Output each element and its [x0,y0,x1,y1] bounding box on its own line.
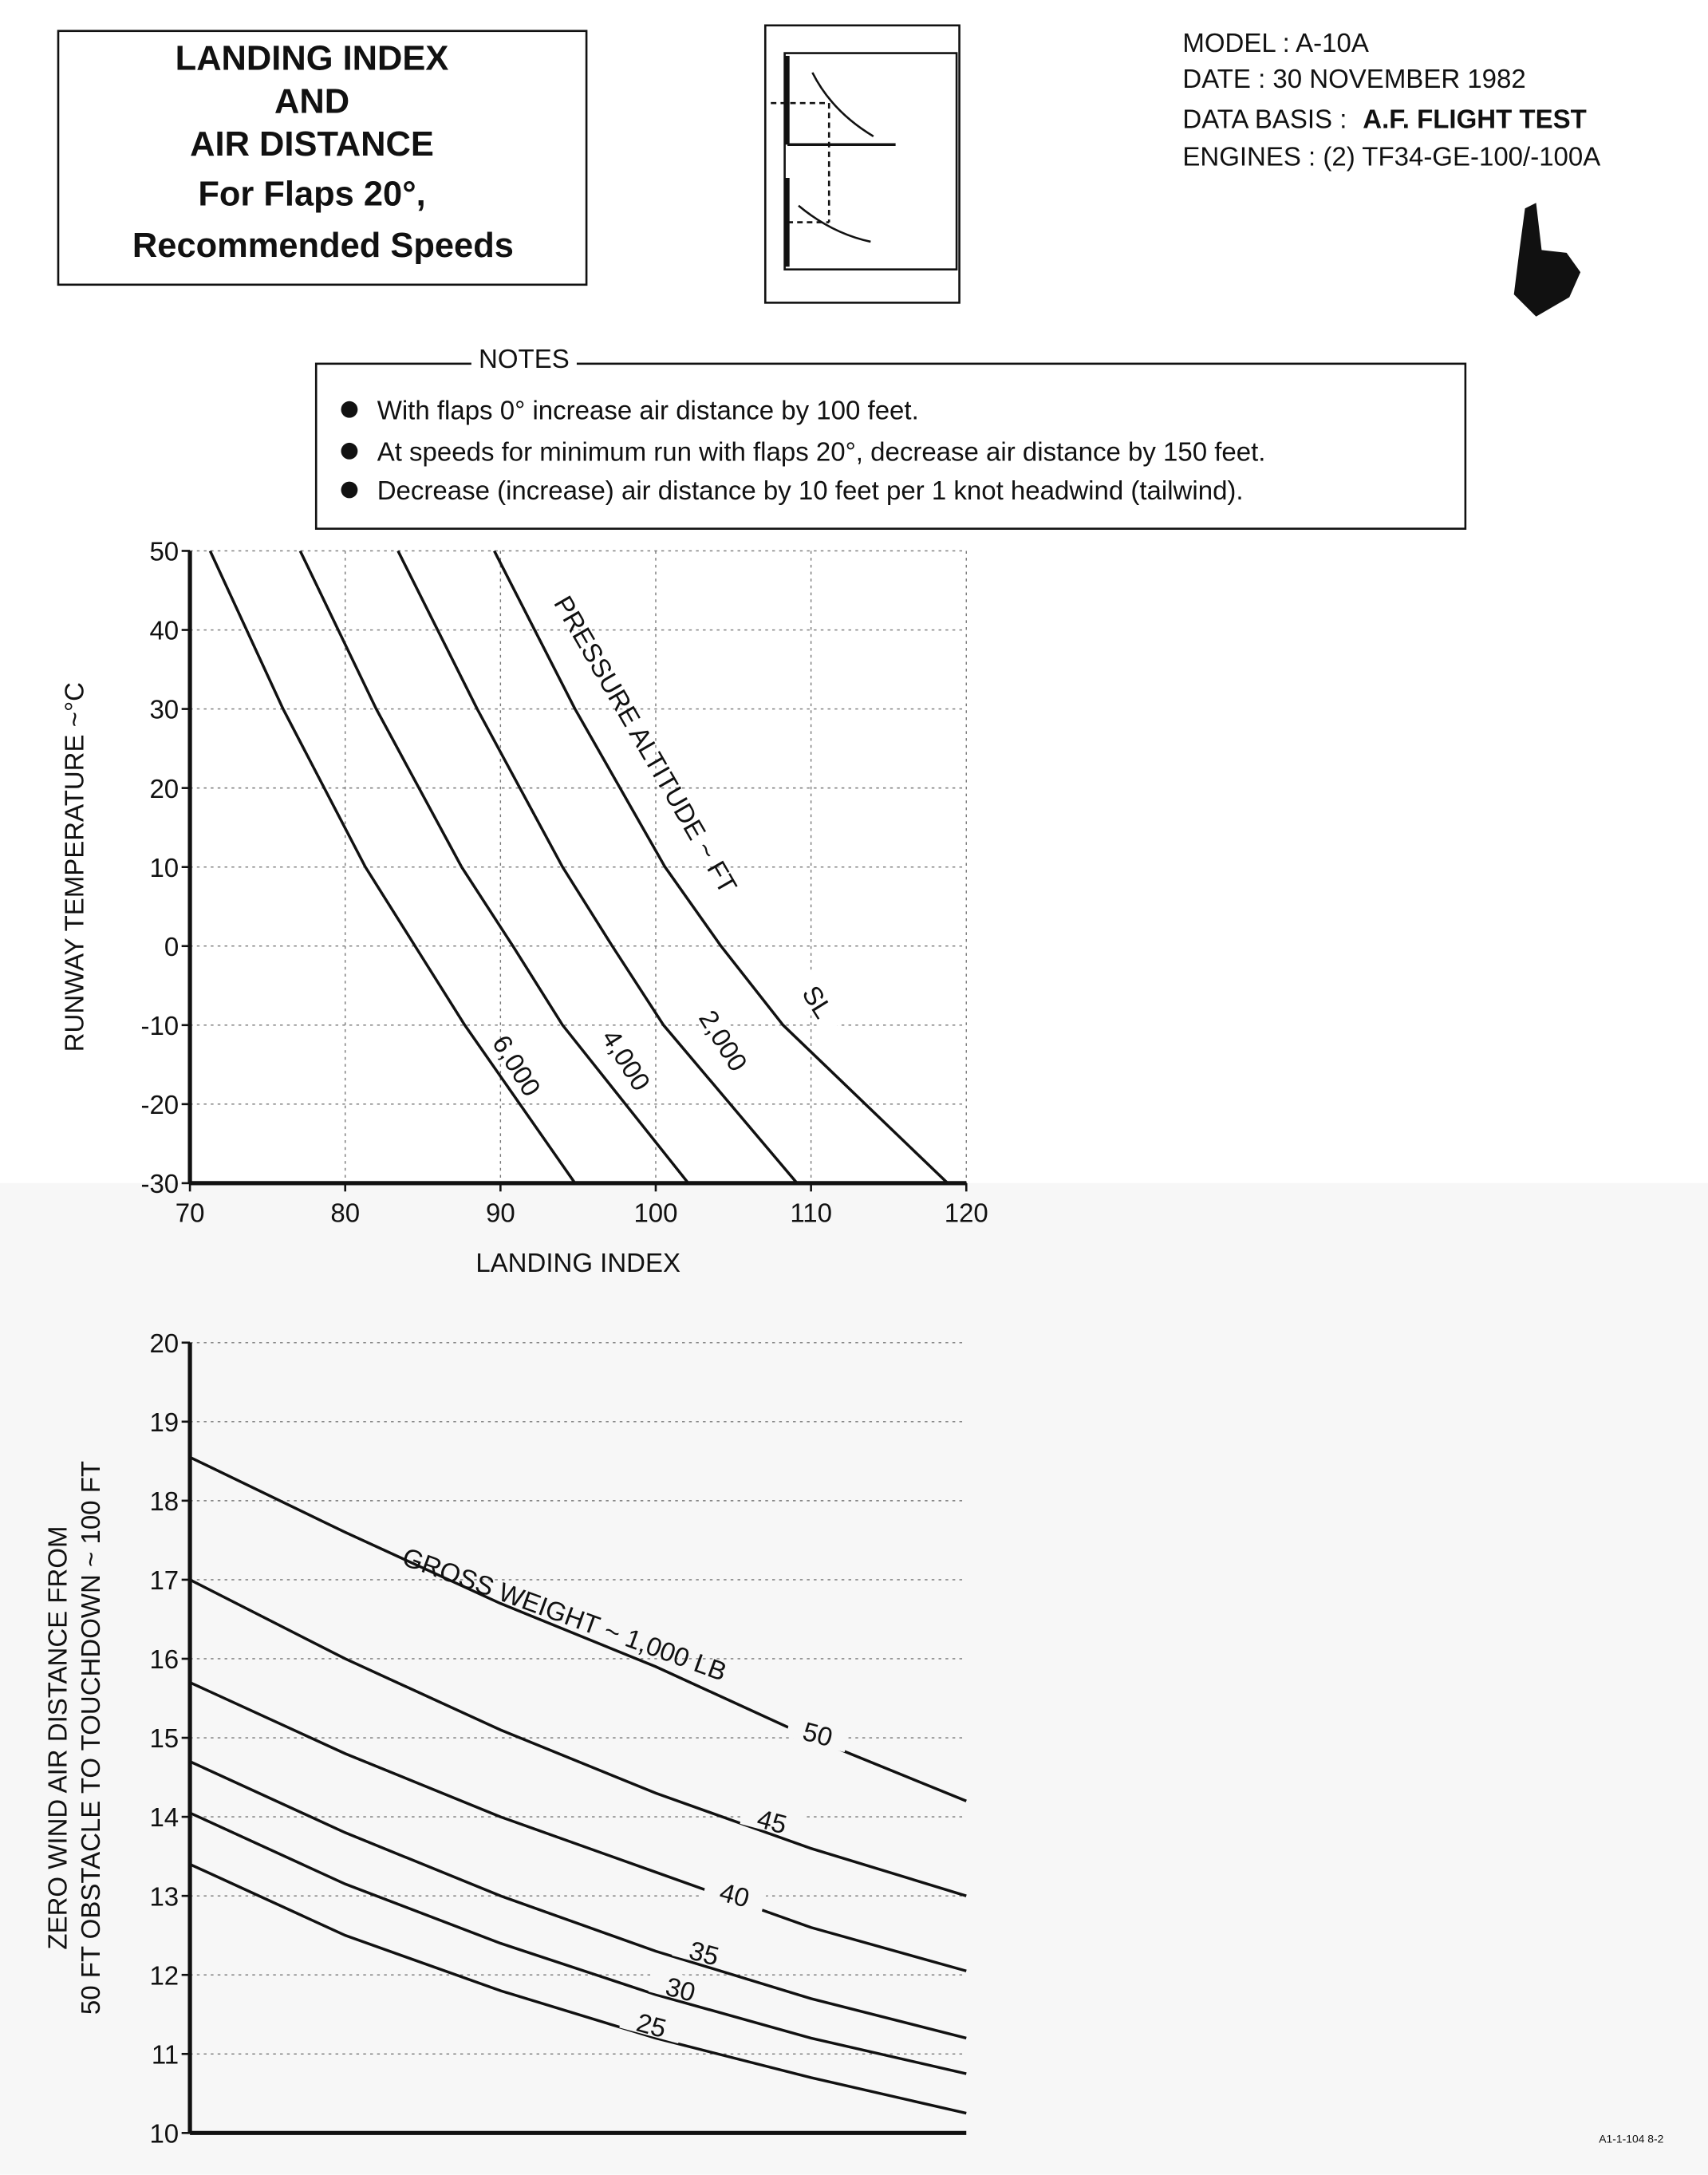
curve [208,550,577,1184]
bullet [341,481,358,499]
curve-label-bg [785,1712,851,1753]
curve-label-bg [672,1931,738,1972]
x-tick-label: 120 [945,1198,988,1228]
x-axis-label: LANDING INDEX [475,1248,680,1277]
y-tick-label: 30 [149,695,179,724]
y-tick-label: -30 [140,1169,179,1198]
y-axis-label: 50 FT OBSTACLE TO TOUCHDOWN ~ 100 FT [76,1461,105,2015]
note: With flaps 0° increase air distance by 1… [377,395,919,424]
y-tick-label: 19 [149,1407,179,1437]
y-tick-label: 20 [149,1328,179,1358]
title-box [57,30,588,286]
title-line: Recommended Speeds [132,227,514,265]
x-tick-label: 110 [790,1198,832,1228]
y-tick-label: 20 [149,774,179,803]
curve-label-bg [792,968,846,1034]
y-axis-label: RUNWAY TEMPERATURE ~°C [59,682,89,1052]
y-tick-label: 16 [149,1644,179,1674]
curve [189,1862,967,2115]
data-basis: A.F. FLIGHT TEST [1363,104,1586,133]
y-tick-label: 18 [149,1486,179,1516]
title-line: LANDING INDEX [176,39,449,77]
curve [189,1578,967,1897]
title-line: For Flaps 20°, [198,176,425,214]
bullet [341,401,358,418]
y-tick-label: 17 [149,1565,179,1595]
curve-label: 40 [716,1877,752,1912]
curve-label-bg [740,1799,806,1840]
curve-label-bg [619,2003,685,2044]
date: DATE : 30 NOVEMBER 1982 [1182,64,1525,93]
footer: A1-1-104 8-2 [1599,2132,1663,2145]
note: Decrease (increase) air distance by 10 f… [377,476,1244,505]
curve-label: 30 [663,1972,699,2007]
lower-background [0,1182,1708,2175]
curve-label-bg [702,1873,768,1913]
y-tick-label: 10 [149,853,179,882]
y-tick-label: 10 [149,2118,179,2148]
curve [298,550,690,1184]
model: MODEL : A-10A [1182,28,1369,57]
curve [189,1760,967,2040]
y-axis-label: ZERO WIND AIR DISTANCE FROM [42,1526,72,1950]
notes-title: NOTES [479,344,570,373]
y-tick-label: -20 [140,1090,179,1119]
chart-icon [763,24,961,304]
y-tick-label: 12 [149,1960,179,1990]
y-tick-label: -10 [140,1011,179,1040]
y-tick-label: 50 [149,537,179,566]
curve [396,550,799,1185]
note: At speeds for minimum run with flaps 20°… [377,437,1266,467]
y-tick-label: 14 [149,1802,179,1832]
y-tick-label: 0 [164,932,179,961]
curve [189,1681,967,1972]
curve-label-bg [491,1032,546,1097]
x-tick-label: 100 [633,1198,677,1228]
curve [493,550,949,1185]
curve-label-bg [648,1967,714,2007]
notes-box [314,362,1467,530]
curve-label: 25 [633,2007,669,2043]
curve-label-bg [601,1026,655,1092]
engines: ENGINES : (2) TF34-GE-100/-100A [1182,141,1600,171]
y-tick-label: 11 [152,2039,179,2069]
bullet [341,442,358,460]
y-tick-label: 15 [149,1723,179,1753]
data-basis-label: DATA BASIS : [1182,104,1347,133]
y-tick-label: 40 [149,616,179,645]
x-tick-label: 70 [176,1198,205,1228]
x-tick-label: 90 [486,1198,515,1228]
y-tick-label: 13 [149,1881,179,1911]
notes-title-bg [471,347,577,375]
hand-icon [1513,203,1581,317]
x-tick-label: 80 [330,1198,360,1228]
curve [189,1811,967,2075]
title-line: AIR DISTANCE [190,125,434,164]
curve-label: 50 [800,1716,836,1752]
title-line: AND [274,82,349,120]
curve-label-bg [698,1007,752,1072]
